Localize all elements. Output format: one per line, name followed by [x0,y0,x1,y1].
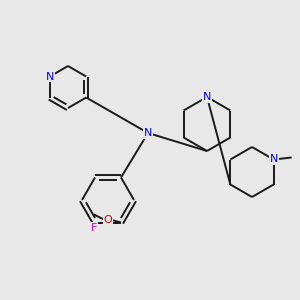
Text: N: N [46,71,54,82]
Text: N: N [269,154,278,164]
Text: O: O [103,214,112,224]
Text: N: N [203,92,211,102]
Text: N: N [144,128,152,138]
Text: F: F [91,223,97,232]
